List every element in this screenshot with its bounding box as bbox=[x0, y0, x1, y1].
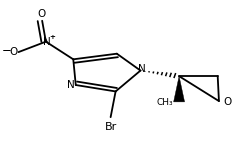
Text: O: O bbox=[224, 97, 232, 107]
Polygon shape bbox=[174, 76, 184, 102]
Text: O: O bbox=[10, 47, 18, 57]
Text: N: N bbox=[67, 80, 75, 90]
Text: +: + bbox=[49, 34, 55, 40]
Text: Br: Br bbox=[105, 122, 117, 132]
Text: N: N bbox=[138, 64, 146, 74]
Text: N: N bbox=[43, 37, 50, 47]
Text: CH₃: CH₃ bbox=[156, 98, 173, 107]
Text: −: − bbox=[2, 44, 12, 57]
Text: O: O bbox=[38, 9, 46, 19]
